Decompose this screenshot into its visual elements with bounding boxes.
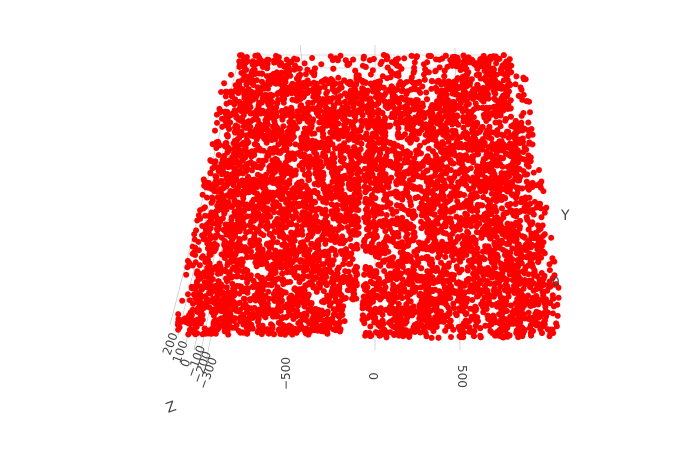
scatter-point [418, 218, 424, 225]
scatter-point [401, 80, 408, 87]
scatter-point [320, 288, 327, 295]
scatter-point [382, 228, 389, 235]
scatter-point [410, 303, 417, 310]
scatter-point [288, 324, 295, 331]
scatter-point [411, 59, 418, 66]
scatter-point [512, 201, 519, 207]
scatter-point [337, 52, 344, 59]
scatter-point [460, 124, 467, 131]
scatter-point [401, 55, 408, 62]
scatter-point [450, 300, 457, 307]
scatter-point [421, 71, 427, 78]
scatter-point [367, 71, 374, 78]
scatter-point [341, 318, 348, 325]
scatter-point [387, 310, 393, 317]
scatter-point [292, 141, 299, 148]
scatter-point [335, 74, 342, 81]
scatter-point [450, 305, 457, 311]
scatter-point [381, 268, 388, 274]
scatter-point [423, 89, 430, 96]
scatter-point [372, 117, 379, 124]
scatter-point [347, 236, 354, 242]
scatter-point [436, 64, 443, 71]
scatter-point [280, 123, 287, 130]
scatter-point [453, 263, 460, 270]
scatter-point [493, 60, 500, 67]
scatter-point [450, 257, 457, 264]
scatter-point [301, 60, 308, 67]
scatter-point [469, 297, 476, 303]
scatter-point [378, 58, 385, 65]
scatter-point [250, 82, 257, 88]
scatter-point [383, 212, 390, 218]
scatter-point [384, 105, 391, 112]
scatter-points [174, 52, 562, 341]
scatter-point [323, 90, 330, 97]
scatter-point [461, 192, 468, 198]
scatter-point [361, 165, 368, 172]
scatter-point [416, 315, 423, 322]
scatter-point [445, 138, 452, 145]
scatter-point [417, 329, 424, 336]
scatter-point [389, 229, 396, 236]
scatter-point [454, 198, 461, 205]
scatter-point [328, 201, 335, 208]
scatter-point [217, 186, 224, 192]
scatter-point [367, 323, 374, 330]
scatter-point [395, 130, 402, 136]
scatter-point [212, 220, 219, 227]
scatter-point [473, 229, 480, 236]
scatter-point [332, 251, 339, 258]
scatter-point [507, 97, 514, 104]
scatter-point [265, 288, 272, 295]
scatter-point [525, 309, 532, 316]
scatter-point [305, 273, 312, 280]
scatter-point [338, 224, 345, 231]
scatter-point [492, 119, 499, 126]
